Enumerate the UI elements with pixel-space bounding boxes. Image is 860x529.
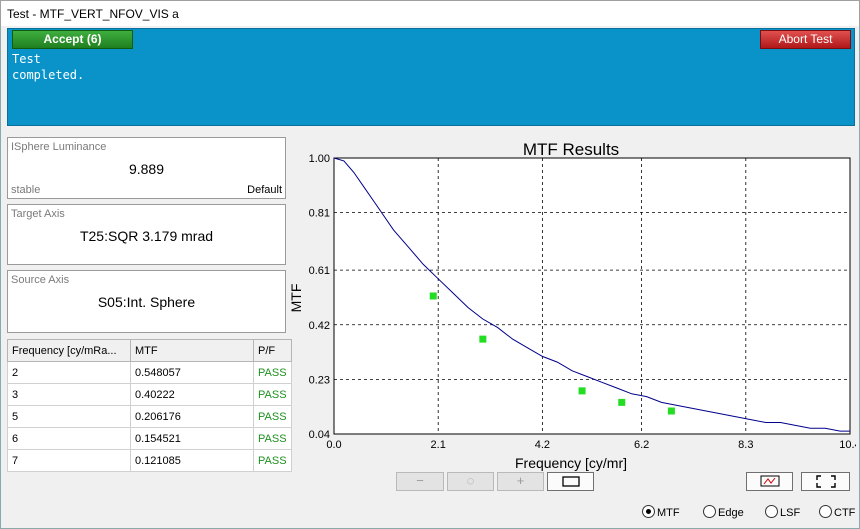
frequency-table: Frequency [cy/mRa... MTF P/F 2 0.548057 … <box>7 339 292 472</box>
measured-point <box>479 335 487 343</box>
mtf-chart[interactable]: 1.00 0.81 0.61 0.42 0.23 0.040.0 2.1 4.2 6.2 8.3 1… <box>290 134 856 472</box>
radio-lsf-indicator <box>765 505 778 518</box>
table-row[interactable]: 3 0.40222 PASS <box>7 383 292 406</box>
radio-mtf-indicator <box>642 505 655 518</box>
cell-mtf: 0.40222 <box>130 383 254 406</box>
table-row[interactable]: 6 0.154521 PASS <box>7 427 292 450</box>
isphere-luminance-label: ISphere Luminance <box>11 141 107 153</box>
x-tick-label: 6.2 <box>634 439 649 451</box>
isphere-mode: Default <box>247 184 282 196</box>
isphere-luminance-panel: ISphere Luminance 9.889 stable Default <box>7 137 286 199</box>
export-chart-icon <box>760 475 779 487</box>
y-tick-label: 1.00 <box>309 153 330 165</box>
x-tick-label: 10.4 <box>839 439 856 451</box>
radio-mtf[interactable]: MTF <box>642 505 680 519</box>
zoom-fit-button[interactable]: ◌ <box>447 472 494 491</box>
zoom-fit-icon: ◌ <box>466 473 475 488</box>
cell-frequency: 7 <box>7 449 131 472</box>
x-tick-label: 4.2 <box>535 439 550 451</box>
chart-series <box>333 157 850 432</box>
mtf-curve <box>333 157 850 432</box>
isphere-state: stable <box>11 184 41 196</box>
cell-mtf: 0.548057 <box>130 361 254 384</box>
target-axis-value: T25:SQR 3.179 mrad <box>79 228 214 244</box>
y-tick-label: 0.04 <box>309 429 330 441</box>
y-tick-label: 0.81 <box>309 208 330 220</box>
target-axis-label: Target Axis <box>11 208 65 220</box>
target-axis-panel: Target Axis T25:SQR 3.179 mrad <box>7 204 286 265</box>
cell-pf: PASS <box>253 383 292 406</box>
status-banner <box>7 28 855 126</box>
window-titlebar: Test - MTF_VERT_NFOV_VIS a <box>0 0 860 27</box>
zoom-out-button[interactable]: − <box>396 472 444 491</box>
isphere-luminance-value: 9.889 <box>128 161 165 177</box>
radio-edge-label: Edge <box>718 507 744 519</box>
fullscreen-icon <box>815 475 836 488</box>
export-chart-button[interactable] <box>746 472 793 491</box>
source-axis-value: S05:Int. Sphere <box>97 294 196 310</box>
chart-x-axis-label: Frequency [cy/mr] <box>515 455 627 471</box>
table-row[interactable]: 2 0.548057 PASS <box>7 361 292 384</box>
status-text: Test completed. <box>12 52 85 82</box>
radio-lsf[interactable]: LSF <box>765 505 800 519</box>
radio-edge-indicator <box>703 505 716 518</box>
y-tick-label: 0.61 <box>309 265 330 277</box>
zoom-in-icon: + <box>516 473 525 488</box>
radio-mtf-label: MTF <box>657 507 680 519</box>
cell-frequency: 6 <box>7 427 131 450</box>
cell-pf: PASS <box>253 361 292 384</box>
radio-ctf[interactable]: CTF <box>819 505 855 519</box>
cell-mtf: 0.121085 <box>130 449 254 472</box>
fullscreen-button[interactable] <box>801 472 850 491</box>
chart-y-axis-label: MTF <box>290 284 304 313</box>
source-axis-label: Source Axis <box>11 274 70 286</box>
zoom-out-icon: − <box>416 473 424 488</box>
cell-mtf: 0.206176 <box>130 405 254 428</box>
radio-ctf-label: CTF <box>834 507 856 519</box>
y-tick-label: 0.23 <box>309 374 330 386</box>
measured-point <box>618 398 626 406</box>
chart-grid <box>333 157 851 435</box>
cell-pf: PASS <box>253 449 292 472</box>
abort-test-button[interactable]: Abort Test <box>760 30 851 49</box>
select-region-icon <box>561 476 580 487</box>
cell-mtf: 0.154521 <box>130 427 254 450</box>
chart-axes: 1.00 0.81 0.61 0.42 0.23 0.040.0 2.1 4.2 6.2 8.3 1… <box>309 153 856 451</box>
cell-frequency: 5 <box>7 405 131 428</box>
x-tick-label: 2.1 <box>431 439 446 451</box>
radio-ctf-indicator <box>819 505 832 518</box>
zoom-in-button[interactable]: + <box>497 472 544 491</box>
x-tick-label: 0.0 <box>326 439 341 451</box>
cell-frequency: 3 <box>7 383 131 406</box>
column-header-pf[interactable]: P/F <box>253 339 292 362</box>
select-region-button[interactable] <box>547 472 594 491</box>
radio-lsf-label: LSF <box>780 507 801 519</box>
cell-pf: PASS <box>253 427 292 450</box>
measured-point <box>667 407 675 415</box>
accept-button[interactable]: Accept (6) <box>12 30 133 49</box>
measured-point <box>578 387 586 395</box>
source-axis-panel: Source Axis S05:Int. Sphere <box>7 270 286 333</box>
column-header-frequency[interactable]: Frequency [cy/mRa... <box>7 339 131 362</box>
y-tick-label: 0.42 <box>309 320 330 332</box>
cell-frequency: 2 <box>7 361 131 384</box>
window-title: Test - MTF_VERT_NFOV_VIS a <box>7 7 179 21</box>
cell-pf: PASS <box>253 405 292 428</box>
plot-area <box>333 157 851 435</box>
column-header-mtf[interactable]: MTF <box>130 339 254 362</box>
x-tick-label: 8.3 <box>738 439 753 451</box>
measured-point <box>429 292 437 300</box>
table-row[interactable]: 5 0.206176 PASS <box>7 405 292 428</box>
chart-title: MTF Results <box>523 140 619 159</box>
table-row[interactable]: 7 0.121085 PASS <box>7 449 292 472</box>
radio-edge[interactable]: Edge <box>703 505 744 519</box>
